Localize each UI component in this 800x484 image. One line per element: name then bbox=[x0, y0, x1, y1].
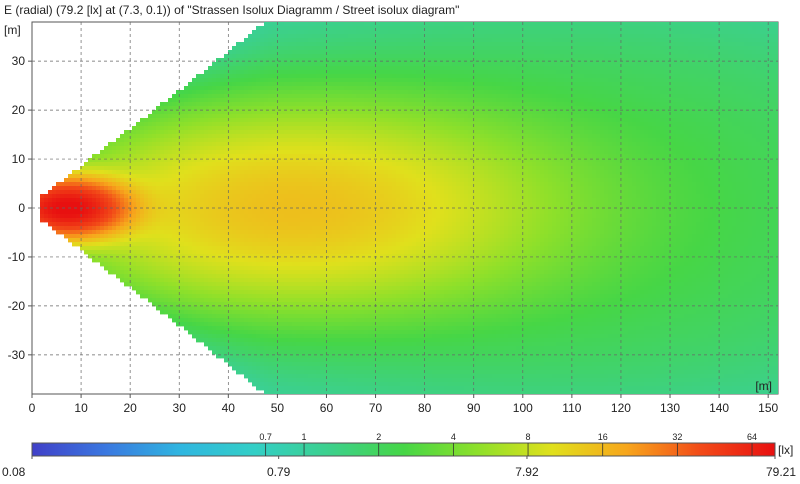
x-tick-label: 130 bbox=[660, 401, 680, 415]
colorbar-gradient bbox=[31, 442, 776, 457]
grid bbox=[32, 22, 778, 394]
iso-label: 2 bbox=[376, 432, 381, 442]
x-tick-label: 50 bbox=[271, 401, 285, 415]
x-tick-label: 0 bbox=[29, 401, 36, 415]
iso-label: 64 bbox=[747, 432, 757, 442]
x-axis: 0 10 20 30 40 50 60 70 80 90 100 110 120 130 140 150 bbox=[29, 394, 779, 415]
colorbar-tick-label: 7.92 bbox=[515, 465, 539, 479]
chart-title: E (radial) (79.2 [lx] at (7.3, 0.1)) of … bbox=[4, 3, 460, 17]
colorbar-ticks: 0.08 0.79 7.92 79.21 bbox=[2, 456, 796, 479]
colorbar-tick-label: 0.79 bbox=[267, 465, 291, 479]
y-tick-label: -10 bbox=[8, 250, 26, 264]
iso-label: 4 bbox=[451, 432, 456, 442]
x-tick-label: 110 bbox=[562, 401, 581, 415]
x-tick-label: 100 bbox=[513, 401, 533, 415]
iso-label: 0.7 bbox=[259, 432, 272, 442]
y-tick-label: -20 bbox=[8, 299, 26, 313]
colorbar-tick-label: 0.08 bbox=[2, 465, 26, 479]
colorbar-tick-label: 79.21 bbox=[766, 465, 796, 479]
y-axis-label: [m] bbox=[4, 23, 21, 37]
y-tick-label: 0 bbox=[18, 201, 25, 215]
x-axis-label: [m] bbox=[755, 379, 772, 393]
colorbar-iso-marks: 0.7 1 2 4 8 16 32 64 bbox=[259, 432, 757, 456]
x-tick-label: 60 bbox=[320, 401, 334, 415]
y-tick-label: 10 bbox=[12, 152, 26, 166]
x-tick-label: 120 bbox=[611, 401, 631, 415]
y-tick-label: 30 bbox=[12, 54, 26, 68]
x-tick-label: 40 bbox=[222, 401, 236, 415]
heatmap bbox=[40, 22, 778, 394]
x-tick-label: 10 bbox=[74, 401, 88, 415]
x-tick-label: 80 bbox=[418, 401, 432, 415]
x-tick-label: 150 bbox=[758, 401, 778, 415]
x-tick-label: 70 bbox=[369, 401, 383, 415]
isolux-chart: 0 10 20 30 40 50 60 70 80 90 100 110 120 130 140 150 30… bbox=[4, 21, 779, 415]
y-tick-label: 20 bbox=[12, 103, 26, 117]
iso-label: 16 bbox=[598, 432, 608, 442]
x-tick-label: 140 bbox=[709, 401, 729, 415]
colorbar-unit: [lx] bbox=[778, 443, 793, 457]
y-axis: 30 20 10 0 -10 -20 -30 bbox=[8, 54, 32, 362]
x-tick-label: 30 bbox=[173, 401, 187, 415]
y-tick-label: -30 bbox=[8, 348, 26, 362]
iso-label: 8 bbox=[526, 432, 531, 442]
iso-label: 32 bbox=[672, 432, 682, 442]
x-tick-label: 90 bbox=[467, 401, 481, 415]
iso-label: 1 bbox=[302, 432, 307, 442]
x-tick-label: 20 bbox=[123, 401, 137, 415]
